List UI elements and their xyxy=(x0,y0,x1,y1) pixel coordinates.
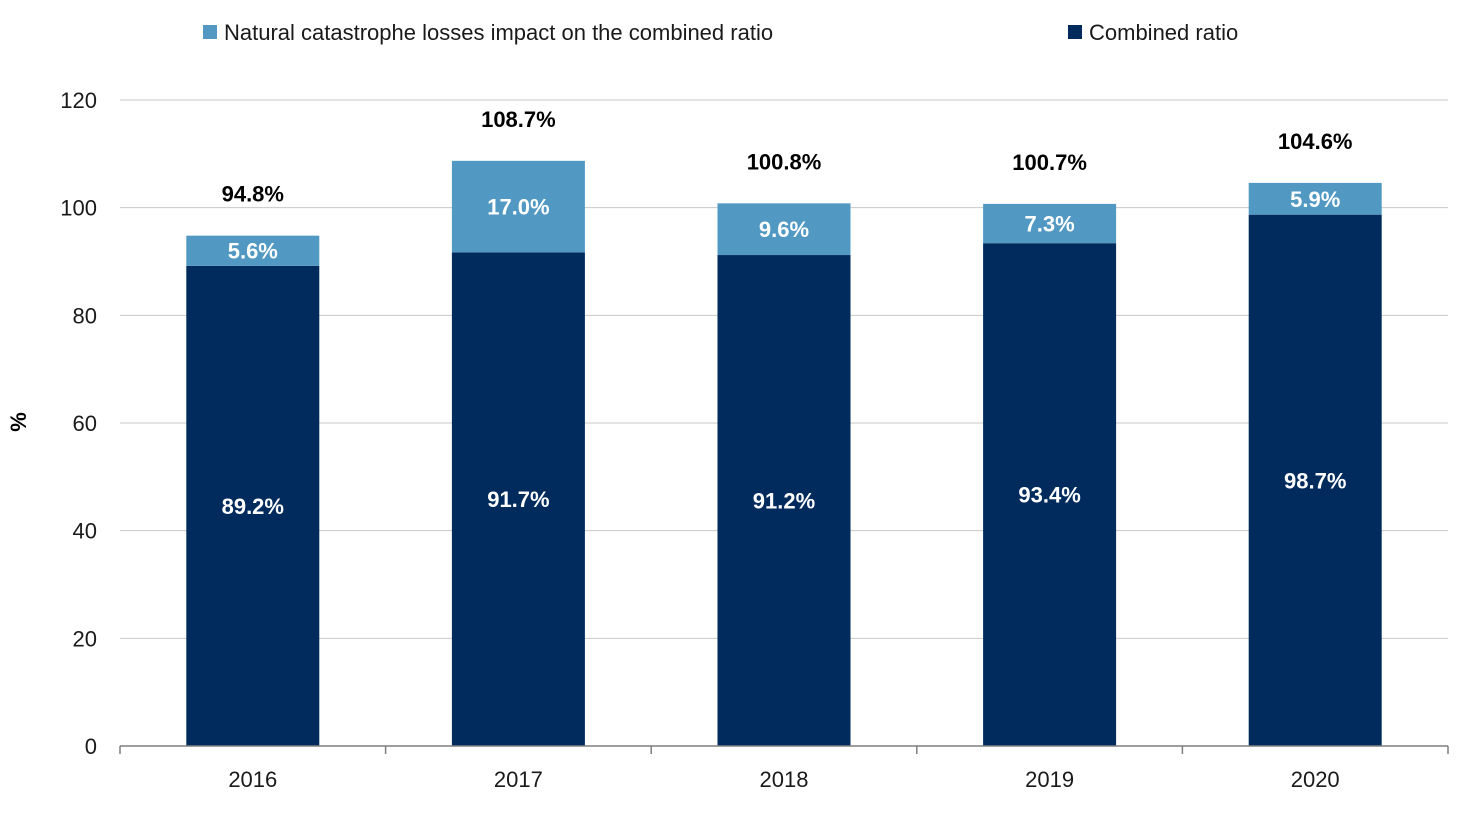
legend-swatch-natcat xyxy=(203,25,217,39)
bar-natcat-impact xyxy=(717,203,851,256)
x-tick-label: 2017 xyxy=(494,767,543,792)
y-tick-label: 40 xyxy=(73,519,97,544)
bar-label-combined: 98.7% xyxy=(1284,468,1346,493)
y-axis-title: % xyxy=(6,412,31,432)
total-label: 100.8% xyxy=(747,149,822,174)
x-tick-label: 2018 xyxy=(760,767,809,792)
x-tick-label: 2016 xyxy=(228,767,277,792)
bar-combined-ratio xyxy=(983,243,1117,747)
legend-label-natcat: Natural catastrophe losses impact on the… xyxy=(224,20,773,45)
y-tick-label: 60 xyxy=(73,411,97,436)
y-tick-label: 20 xyxy=(73,626,97,651)
data-labels: 89.2% 5.6% 94.8% 91.7% 17.0% 108.7% 91.2% 9.6% 1… xyxy=(222,107,1353,519)
total-label: 100.7% xyxy=(1012,150,1087,175)
bar-label-natcat: 7.3% xyxy=(1025,212,1075,237)
bar-label-natcat: 9.6% xyxy=(759,217,809,242)
x-tick-label: 2020 xyxy=(1291,767,1340,792)
bars xyxy=(186,160,1382,747)
bar-combined-ratio xyxy=(451,252,585,746)
legend-swatch-combined xyxy=(1068,25,1082,39)
bar-natcat-impact xyxy=(451,160,585,253)
legend: Natural catastrophe losses impact on the… xyxy=(203,20,1238,45)
axes: 0 20 40 60 80 100 120 2016 2017 2018 2019 2020 xyxy=(60,88,1449,792)
y-tick-label: 80 xyxy=(73,303,97,328)
bar-natcat-impact xyxy=(186,235,320,266)
bar-label-natcat: 5.6% xyxy=(228,239,278,264)
bar-natcat-impact xyxy=(1248,182,1382,215)
bar-label-combined: 91.7% xyxy=(487,487,549,512)
y-tick-label: 0 xyxy=(85,734,97,759)
bar-combined-ratio xyxy=(717,255,851,747)
total-label: 104.6% xyxy=(1278,129,1353,154)
bar-label-combined: 91.2% xyxy=(753,489,815,514)
bar-label-natcat: 17.0% xyxy=(487,195,549,220)
bar-label-combined: 89.2% xyxy=(222,494,284,519)
bar-combined-ratio xyxy=(1248,214,1382,747)
y-tick-label: 100 xyxy=(60,196,97,221)
bar-combined-ratio xyxy=(186,265,320,746)
legend-label-combined: Combined ratio xyxy=(1089,20,1238,45)
bar-natcat-impact xyxy=(983,203,1117,244)
bar-label-natcat: 5.9% xyxy=(1290,187,1340,212)
bar-label-combined: 93.4% xyxy=(1018,483,1080,508)
y-tick-label: 120 xyxy=(60,88,97,113)
x-tick-label: 2019 xyxy=(1025,767,1074,792)
total-label: 94.8% xyxy=(222,182,284,207)
total-label: 108.7% xyxy=(481,107,556,132)
